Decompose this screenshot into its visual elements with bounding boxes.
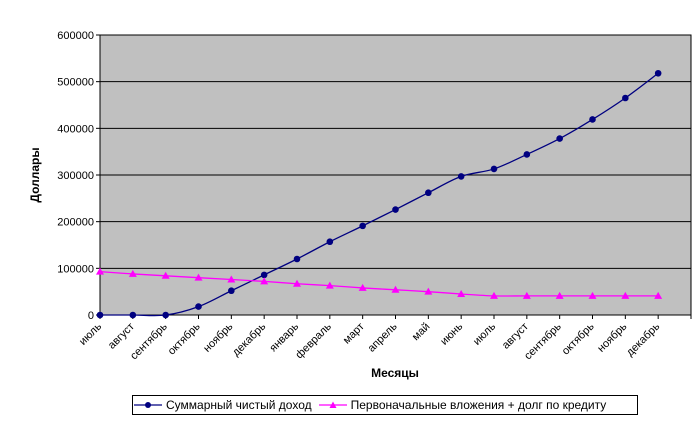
data-point bbox=[162, 311, 169, 319]
data-point bbox=[424, 287, 433, 295]
data-point bbox=[556, 135, 563, 142]
x-tick-label: август bbox=[106, 321, 137, 352]
data-point bbox=[523, 151, 531, 158]
data-point bbox=[228, 287, 235, 295]
data-point bbox=[96, 267, 104, 275]
data-point bbox=[588, 291, 597, 299]
y-tick-label: 500000 bbox=[57, 77, 94, 89]
y-tick-label: 0 bbox=[88, 310, 94, 322]
data-point bbox=[293, 255, 301, 263]
data-point bbox=[128, 269, 137, 277]
y-tick-label: 400000 bbox=[57, 123, 94, 135]
y-tick-label: 600000 bbox=[57, 30, 94, 42]
data-point bbox=[96, 311, 104, 319]
legend-item-investment-debt: Первоначальные вложения + долг по кредит… bbox=[318, 398, 607, 412]
x-tick-label: апрель bbox=[366, 320, 400, 354]
y-axis-ticks: 0 100000 200000 300000 400000 500000 600000 bbox=[57, 30, 100, 322]
data-point bbox=[161, 271, 170, 279]
x-axis-title: Месяцы bbox=[371, 366, 419, 380]
data-point bbox=[358, 283, 367, 291]
data-point bbox=[622, 94, 629, 102]
data-point bbox=[260, 271, 268, 279]
data-point bbox=[555, 291, 564, 299]
x-tick-label: август bbox=[500, 321, 531, 352]
series-line-1 bbox=[99, 270, 659, 297]
x-tick-label: февраль bbox=[293, 320, 334, 361]
data-point bbox=[391, 285, 400, 293]
data-point bbox=[654, 69, 662, 77]
data-point bbox=[325, 281, 334, 289]
data-point bbox=[326, 238, 334, 246]
data-point bbox=[260, 277, 269, 285]
circle-marker-icon bbox=[134, 402, 162, 408]
y-tick-label: 100000 bbox=[57, 263, 94, 275]
data-point bbox=[457, 290, 466, 297]
data-point bbox=[522, 291, 531, 299]
x-tick-label: октябрь bbox=[166, 320, 203, 357]
data-point bbox=[490, 165, 498, 173]
data-point bbox=[227, 275, 236, 283]
triangle-marker-icon bbox=[318, 401, 347, 408]
series-layer bbox=[96, 69, 663, 319]
x-tick-label: декабрь bbox=[230, 320, 268, 358]
data-point bbox=[425, 189, 432, 197]
data-point bbox=[195, 303, 202, 310]
data-point bbox=[293, 279, 301, 287]
y-tick-label: 200000 bbox=[57, 217, 94, 229]
data-point bbox=[457, 173, 465, 180]
legend-label: Первоначальные вложения + долг по кредит… bbox=[350, 398, 607, 412]
data-point bbox=[392, 206, 399, 213]
x-tick-label: март bbox=[341, 321, 367, 347]
x-tick-label: июль bbox=[77, 320, 104, 347]
y-tick-label: 300000 bbox=[57, 170, 94, 182]
legend: Суммарный чистый доход Первоначальные вл… bbox=[132, 395, 638, 415]
x-tick-label: июль bbox=[471, 320, 498, 347]
x-tick-label: июнь bbox=[438, 320, 465, 347]
legend-label: Суммарный чистый доход bbox=[166, 398, 312, 412]
data-point bbox=[490, 291, 498, 299]
y-axis-title: Доллары bbox=[28, 147, 42, 202]
data-point bbox=[129, 311, 137, 319]
x-tick-label: октябрь bbox=[560, 320, 597, 357]
x-tick-label: декабрь bbox=[624, 320, 662, 358]
legend-item-net-income: Суммарный чистый доход bbox=[133, 398, 312, 412]
x-tick-label: май bbox=[410, 321, 433, 344]
data-point bbox=[589, 116, 596, 123]
data-point bbox=[621, 291, 630, 299]
data-point bbox=[359, 222, 366, 230]
data-point bbox=[654, 291, 663, 299]
gridlines bbox=[100, 81, 691, 269]
data-point bbox=[194, 273, 203, 281]
